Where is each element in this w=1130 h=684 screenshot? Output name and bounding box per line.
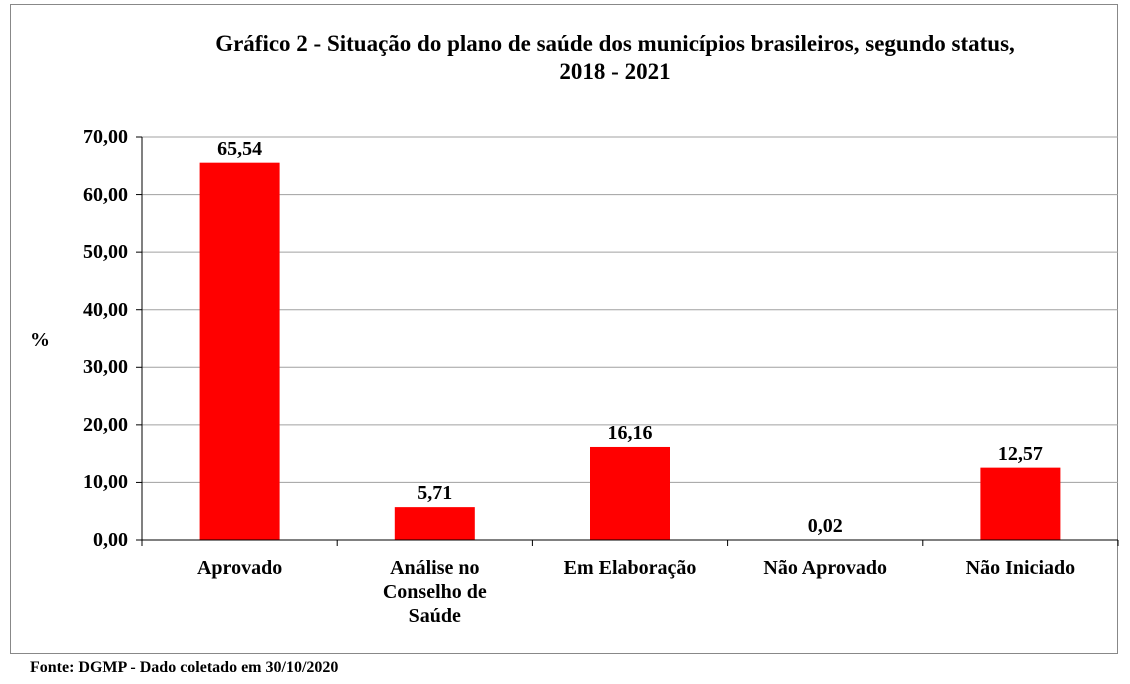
value-label: 5,71 (417, 482, 453, 505)
y-axis-label: % (30, 329, 50, 351)
x-tick-label: Em Elaboração (563, 557, 697, 579)
chart-title: Gráfico 2 - Situação do plano de saúde d… (215, 31, 1015, 84)
chart-frame (10, 4, 1118, 654)
bar (980, 467, 1061, 540)
value-label: 12,57 (997, 442, 1043, 465)
y-tick-label: 50,00 (83, 241, 128, 264)
source-note: Fonte: DGMP - Dado coletado em 30/10/202… (30, 659, 339, 676)
bar (590, 446, 670, 540)
y-tick-label: 60,00 (83, 183, 128, 206)
y-tick-label: 30,00 (83, 356, 128, 379)
value-label: 65,54 (217, 137, 263, 160)
y-tick-label: 70,00 (83, 126, 128, 148)
x-tick-label: Não Aprovado (763, 557, 887, 579)
x-tick-label: Não Iniciado (965, 557, 1076, 579)
x-tick-label: Aprovado (196, 557, 283, 579)
y-tick-label: 0,00 (93, 529, 128, 551)
y-tick-label: 40,00 (83, 298, 128, 321)
y-tick-label: 10,00 (83, 471, 128, 494)
value-label: 16,16 (607, 421, 653, 444)
y-tick-label: 20,00 (83, 413, 128, 436)
x-tick-label: Análise no Conselho de Saúde (382, 557, 487, 627)
bar (394, 507, 475, 540)
value-label: 0,02 (807, 514, 843, 537)
bar (199, 162, 280, 540)
